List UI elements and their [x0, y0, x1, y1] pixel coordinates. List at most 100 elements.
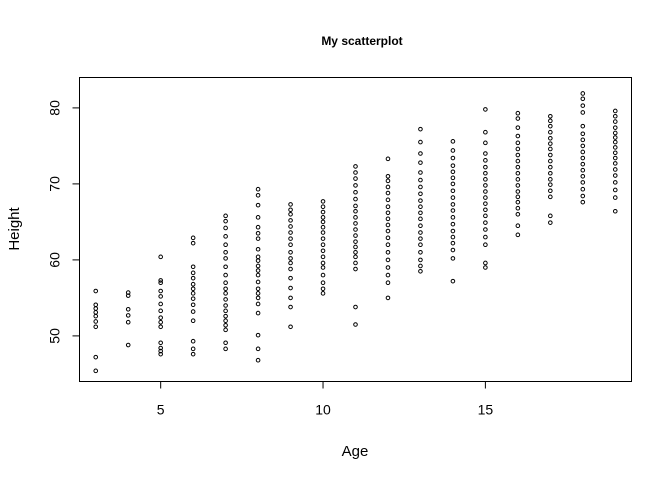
data-point [612, 130, 618, 136]
data-point [255, 186, 261, 192]
data-point [320, 204, 326, 209]
data-point [223, 291, 228, 296]
data-point [223, 256, 228, 261]
data-point [548, 129, 553, 135]
data-point [548, 177, 553, 182]
data-point [190, 338, 196, 344]
data-point [93, 319, 99, 324]
data-point [125, 307, 131, 312]
data-point [93, 313, 99, 319]
data-point [93, 306, 99, 311]
data-point [548, 136, 553, 141]
data-point [418, 160, 423, 165]
data-point [158, 278, 163, 283]
data-point [612, 161, 618, 166]
data-point [418, 210, 423, 216]
data-point [385, 280, 391, 286]
data-point [223, 218, 228, 224]
data-point [612, 150, 618, 156]
data-points [93, 91, 618, 374]
data-point [483, 177, 488, 182]
data-point [385, 265, 391, 270]
data-point [385, 235, 391, 241]
data-point [353, 322, 358, 327]
data-point [385, 228, 391, 234]
data-point [418, 191, 423, 197]
data-point [353, 260, 358, 266]
data-point [158, 324, 163, 330]
y-tick-label: 70 [47, 176, 63, 192]
data-point [580, 137, 586, 143]
data-point [515, 146, 521, 152]
data-point [450, 163, 456, 168]
data-point [125, 313, 131, 318]
data-point [190, 235, 196, 241]
data-point [385, 222, 391, 228]
data-point [515, 223, 521, 228]
data-point [385, 210, 391, 216]
data-point [320, 260, 326, 266]
data-point [320, 291, 326, 296]
data-point [158, 315, 163, 320]
data-point [515, 170, 521, 176]
data-point [353, 189, 358, 195]
data-point [320, 230, 326, 235]
data-point [353, 244, 358, 250]
data-point [418, 198, 423, 203]
data-point [580, 91, 586, 96]
data-point [255, 295, 261, 301]
y-axis-label: Height [6, 206, 23, 250]
data-point [612, 125, 618, 130]
data-point [515, 189, 521, 194]
data-point [353, 196, 358, 202]
data-point [353, 183, 358, 188]
data-point [353, 221, 358, 226]
data-point [418, 177, 423, 183]
x-tick-label: 10 [315, 402, 331, 418]
data-point [93, 368, 99, 374]
data-point [418, 242, 423, 247]
data-point [450, 221, 456, 227]
data-point [255, 286, 261, 292]
data-point [450, 175, 456, 181]
data-point [223, 213, 228, 219]
data-point [288, 207, 293, 213]
data-point [483, 213, 488, 219]
data-point [190, 270, 196, 276]
data-point [450, 169, 456, 175]
data-point [288, 212, 293, 217]
data-point [93, 310, 99, 315]
data-point [255, 268, 261, 273]
data-point [288, 236, 293, 241]
data-point [385, 156, 391, 162]
data-point [418, 151, 423, 156]
plot-frame [79, 77, 632, 382]
data-point [158, 280, 163, 286]
data-point [158, 345, 163, 351]
data-point [548, 220, 553, 225]
data-point [483, 129, 488, 135]
data-point [158, 294, 163, 299]
data-point [580, 155, 586, 161]
data-point [125, 319, 131, 325]
data-point [515, 164, 521, 170]
data-point [385, 184, 391, 190]
x-tick-label: 5 [157, 402, 165, 418]
data-point [353, 164, 358, 169]
data-point [580, 149, 586, 155]
data-point [385, 204, 391, 209]
data-point [580, 143, 586, 149]
data-point [548, 141, 553, 146]
data-point [385, 272, 391, 278]
data-point [223, 280, 228, 286]
data-point [255, 246, 261, 252]
data-point [223, 313, 228, 319]
data-point [255, 202, 261, 208]
data-point [320, 236, 326, 241]
data-point [548, 188, 553, 194]
data-point [612, 119, 618, 124]
data-point [93, 288, 99, 294]
data-point [548, 194, 553, 200]
data-point [353, 227, 358, 232]
data-point [580, 167, 586, 173]
